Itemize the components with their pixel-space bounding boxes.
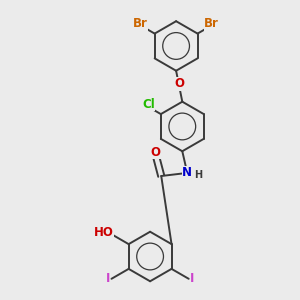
Text: Br: Br	[133, 17, 148, 30]
Text: O: O	[150, 146, 160, 159]
Text: N: N	[182, 167, 192, 179]
Text: O: O	[174, 77, 184, 90]
Text: Br: Br	[204, 17, 219, 30]
Text: I: I	[190, 272, 195, 285]
Text: HO: HO	[94, 226, 114, 238]
Text: H: H	[194, 170, 202, 180]
Text: I: I	[106, 272, 110, 285]
Text: Cl: Cl	[142, 98, 155, 111]
